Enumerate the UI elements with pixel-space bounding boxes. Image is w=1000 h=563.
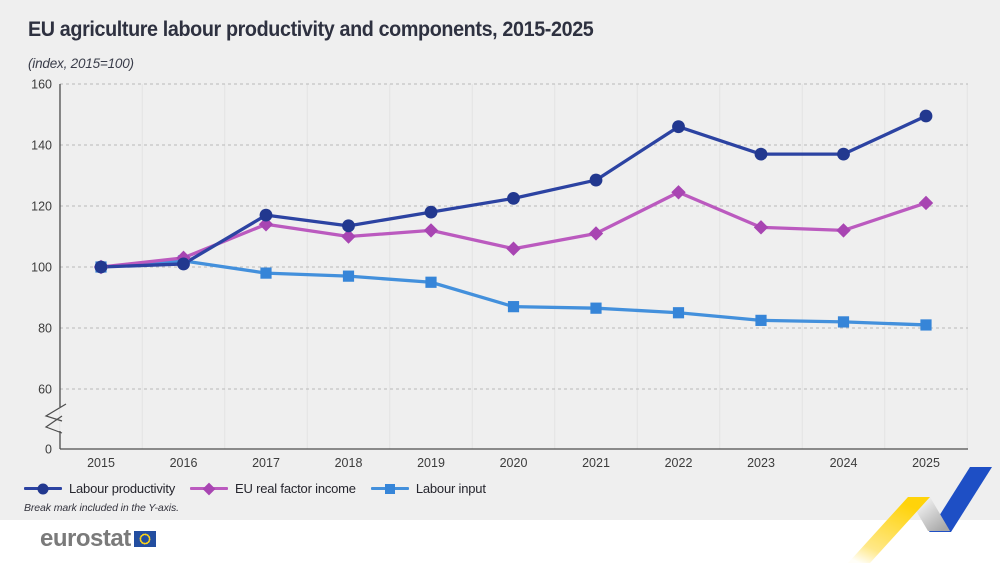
data-point-square [920,319,932,331]
data-point-square [590,302,602,314]
eu-flag-icon [133,531,156,547]
diamond-icon [202,482,216,495]
data-point-diamond [753,220,769,235]
x-axis-tick-label: 2020 [500,456,528,470]
square-icon [384,483,395,494]
chart-legend: Labour productivity EU real factor income… [24,481,486,496]
x-axis-tick-label: 2024 [830,456,858,470]
x-axis-tick-label: 2017 [252,456,280,470]
data-point-diamond [258,217,274,232]
data-point-square [837,316,850,328]
data-point-diamond [341,229,356,244]
data-point-square [260,267,272,279]
chart-title: EU agriculture labour productivity and c… [28,18,594,41]
axis-break-mark [44,403,67,422]
data-point-diamond [671,185,686,200]
legend-marker-square-icon [370,483,409,494]
data-point-circle [754,147,768,161]
data-point-circle [177,257,190,271]
data-point-circle [94,260,108,274]
data-point-diamond [836,223,851,238]
y-axis-tick-label: 80 [38,322,52,336]
data-point-circle [837,147,850,161]
line-chart-canvas: 60 80 100 120 140 160 0 2015 2016 2017 2018 2019 202… [31,78,968,470]
circle-icon [37,483,49,494]
y-axis-tick-label: 120 [31,200,52,214]
legend-label: Labour productivity [69,481,176,496]
legend-label: EU real factor income [235,481,356,496]
x-axis-tick-label: 2015 [87,456,115,470]
zigzag-arrow-decoration [848,467,992,563]
y-axis-tick-label: 100 [31,261,52,275]
data-point-square [507,301,520,313]
decoration-yellow-band [848,497,930,563]
legend-label: Labour input [415,481,486,496]
data-point-square [672,307,685,319]
data-point-circle [589,173,603,187]
x-axis-tick-label: 2022 [665,456,693,470]
data-point-square [342,270,355,282]
legend-marker-circle-icon [24,483,62,494]
x-axis-tick-label: 2016 [170,456,198,470]
legend-item: Labour productivity [24,481,175,496]
data-point-diamond [423,223,439,238]
y-axis-tick-label: 160 [31,78,52,92]
data-point-circle [424,205,438,219]
data-point-diamond [506,241,521,256]
axis-break-mark [44,415,63,434]
data-point-diamond [918,195,934,211]
footer-strip [0,520,1000,563]
x-axis-tick-label: 2018 [335,456,363,470]
chart-subtitle: (index, 2015=100) [28,56,134,71]
data-point-circle [259,208,273,222]
legend-marker-diamond-icon [190,482,229,495]
axis-break-footnote: Break mark included in the Y-axis. [24,502,179,514]
eurostat-logo-text: eurostat [40,525,131,552]
legend-item: Labour input [370,481,486,496]
data-point-square [425,276,437,288]
x-axis-tick-label: 2025 [912,456,940,470]
data-point-square [755,314,767,326]
data-point-circle [672,120,685,134]
decoration-blue-band [929,467,992,532]
y-axis-tick-label: 0 [45,443,52,457]
eurostat-logo: eurostat [40,527,156,551]
y-axis-tick-label: 140 [31,139,52,153]
x-axis-tick-label: 2019 [417,456,445,470]
legend-item: EU real factor income [190,481,356,496]
x-axis-tick-label: 2023 [747,456,775,470]
y-axis-tick-label: 60 [38,383,52,397]
data-point-circle [507,191,520,205]
data-point-circle [919,109,933,123]
data-point-diamond [588,226,604,241]
x-axis-tick-label: 2021 [582,456,610,470]
data-point-circle [342,219,355,233]
